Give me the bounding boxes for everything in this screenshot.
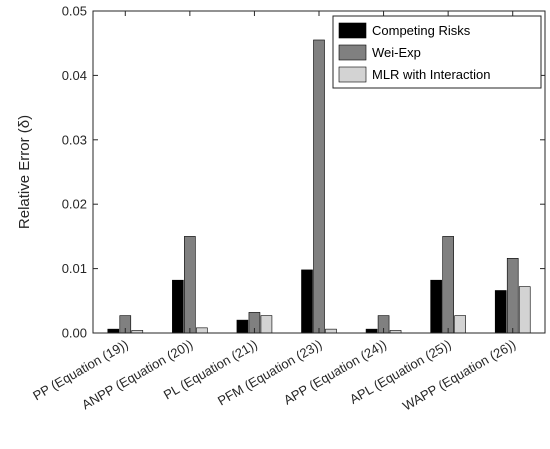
x-tick-label: PFM (Equation (23)) — [215, 337, 324, 409]
bar-mlr-with-interaction — [260, 315, 273, 334]
legend: Competing Risks Wei-Exp MLR with Interacti… — [332, 15, 542, 89]
legend-swatch — [338, 66, 367, 83]
y-tick-label: 0.05 — [62, 4, 87, 19]
bar-mlr-with-interaction — [196, 327, 208, 334]
legend-swatch — [338, 22, 367, 39]
x-tick-label: WAPP (Equation (26)) — [400, 337, 518, 414]
y-tick-label: 0.04 — [62, 68, 87, 83]
legend-box — [332, 15, 542, 89]
legend-swatch — [338, 44, 367, 61]
bar-mlr-with-interaction — [518, 286, 531, 334]
y-tick-label: 0.02 — [62, 197, 87, 212]
bar-competing-risks — [172, 279, 184, 334]
y-tick-label: 0.01 — [62, 261, 87, 276]
bar-competing-risks — [365, 328, 378, 334]
plot-frame — [92, 10, 546, 334]
bar-wei-exp — [506, 257, 519, 334]
y-axis-label: Relative Error (δ) — [16, 115, 33, 229]
y-tick-label: 0.00 — [62, 326, 87, 341]
bar-competing-risks — [301, 269, 313, 334]
y-tick-label: 0.03 — [62, 132, 87, 147]
legend-label: Wei-Exp — [372, 45, 421, 60]
bar-wei-exp — [184, 236, 196, 334]
bar-competing-risks — [430, 279, 442, 334]
bar-mlr-with-interaction — [325, 328, 337, 334]
bar-competing-risks — [107, 328, 120, 334]
legend-label: MLR with Interaction — [372, 67, 491, 82]
y-axis: 0.00 0.01 0.02 0.03 0.04 0.05 — [62, 4, 545, 341]
bar-competing-risks — [494, 290, 507, 334]
bar-mlr-with-interaction — [454, 315, 466, 334]
bars — [107, 39, 531, 334]
bar-wei-exp — [313, 39, 325, 334]
x-tick-label: ANPP (Equation (20)) — [79, 337, 195, 413]
legend-label: Competing Risks — [372, 23, 471, 38]
bar-competing-risks — [236, 319, 249, 334]
bar-wei-exp — [442, 236, 454, 334]
